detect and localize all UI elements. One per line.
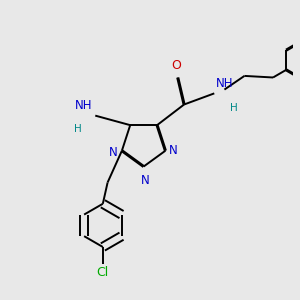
Text: N: N [169, 144, 178, 157]
Text: N: N [108, 146, 117, 159]
Text: H: H [74, 124, 82, 134]
Text: O: O [171, 59, 181, 72]
Text: H: H [230, 103, 238, 113]
Text: N: N [141, 173, 150, 187]
Text: NH: NH [75, 99, 92, 112]
Text: Cl: Cl [97, 266, 109, 279]
Text: NH: NH [216, 77, 233, 90]
